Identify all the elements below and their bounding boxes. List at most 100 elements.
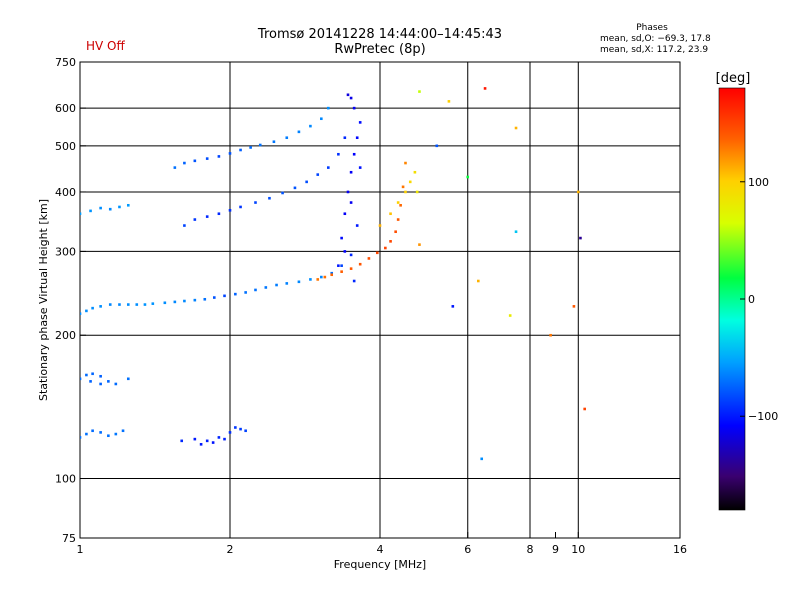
scatter-point xyxy=(239,427,242,431)
x-tick-label: 10 xyxy=(571,543,585,556)
scatter-point xyxy=(401,185,405,189)
scatter-point xyxy=(163,301,167,305)
scatter-point xyxy=(514,230,518,234)
scatter-point xyxy=(572,305,576,308)
scatter-point xyxy=(228,209,232,212)
scatter-point xyxy=(375,251,379,255)
scatter-point xyxy=(447,100,451,103)
scatter-point xyxy=(211,441,215,444)
scatter-point xyxy=(394,230,397,234)
scatter-point xyxy=(239,205,242,209)
scatter-point xyxy=(340,270,343,273)
scatter-point xyxy=(352,106,356,110)
scatter-point xyxy=(254,201,257,204)
colorbar-tick-label: 0 xyxy=(748,293,755,306)
scatter-point xyxy=(254,288,257,292)
scatter-point xyxy=(193,298,197,302)
scatter-point xyxy=(466,175,470,179)
x-axis-ticks: 1 2 4 6 8 9 10 16 xyxy=(77,532,687,556)
colorbar-tick-label: 100 xyxy=(748,176,769,189)
y-tick-label: 750 xyxy=(55,56,76,69)
scatter-point xyxy=(85,373,88,377)
scatter-point xyxy=(396,201,400,204)
scatter-point xyxy=(108,207,112,211)
colorbar-ticks: 100 0 −100 xyxy=(740,176,778,423)
scatter-point xyxy=(408,180,412,184)
scatter-point xyxy=(316,173,320,176)
scatter-point xyxy=(114,382,118,386)
scatter-point xyxy=(320,117,323,121)
scatter-point xyxy=(435,144,439,148)
scatter-point xyxy=(320,275,323,279)
scatter-point xyxy=(108,303,112,306)
scatter-point xyxy=(193,218,197,221)
scatter-point xyxy=(418,90,421,93)
scatter-point xyxy=(349,267,353,270)
scatter-point xyxy=(418,243,421,246)
x-tick-label: 8 xyxy=(527,543,534,556)
y-axis-label: Stationary phase Virtual Height [km] xyxy=(37,199,50,401)
scatter-point xyxy=(217,436,221,439)
scatter-point xyxy=(349,253,353,257)
scatter-point xyxy=(349,170,353,174)
scatter-point xyxy=(358,262,362,266)
scatter-point xyxy=(205,215,209,218)
scatter-point xyxy=(183,299,186,303)
scatter-point xyxy=(183,224,186,227)
y-tick-label: 75 xyxy=(62,532,76,545)
scatter-point xyxy=(451,305,455,308)
scatter-points xyxy=(80,87,586,461)
scatter-point xyxy=(223,437,226,441)
scatter-point xyxy=(89,209,92,213)
scatter-point xyxy=(343,250,347,253)
scatter-point xyxy=(340,236,343,240)
scatter-point xyxy=(349,96,353,100)
scatter-point xyxy=(343,212,347,216)
scatter-point xyxy=(91,372,94,376)
scatter-point xyxy=(355,224,359,227)
scatter-point xyxy=(549,333,552,337)
scatter-point xyxy=(389,212,392,216)
scatter-point xyxy=(183,161,186,165)
scatter-point xyxy=(285,282,289,285)
scatter-point xyxy=(337,152,340,156)
y-tick-label: 600 xyxy=(55,102,76,115)
y-tick-label: 200 xyxy=(55,329,76,342)
scatter-point xyxy=(264,286,268,289)
scatter-point xyxy=(358,121,362,124)
chart-title-line2: RwPretec (8p) xyxy=(334,42,425,57)
scatter-point xyxy=(126,303,130,306)
y-tick-label: 100 xyxy=(55,473,76,486)
scatter-point xyxy=(126,203,130,207)
scatter-point xyxy=(91,429,94,433)
scatter-point xyxy=(404,161,407,165)
scatter-point xyxy=(99,431,102,434)
scatter-point xyxy=(217,155,221,158)
stats-o: mean, sd,O: −69.3, 17.8 xyxy=(600,34,711,44)
scatter-point xyxy=(297,130,301,134)
scatter-point xyxy=(212,296,216,299)
scatter-point xyxy=(316,278,320,281)
x-tick-label: 1 xyxy=(77,543,84,556)
scatter-point xyxy=(223,294,226,298)
scatter-point xyxy=(330,271,334,275)
y-axis-ticks: 75 100 200 300 400 500 600 750 xyxy=(55,56,86,545)
scatter-point xyxy=(268,196,271,200)
scatter-point xyxy=(483,87,487,90)
scatter-point xyxy=(99,382,102,386)
scatter-point xyxy=(480,457,484,461)
scatter-point xyxy=(114,432,118,436)
scatter-point xyxy=(293,186,297,190)
x-tick-label: 16 xyxy=(673,543,687,556)
scatter-point xyxy=(85,432,88,436)
scatter-point xyxy=(384,246,387,250)
scatter-point xyxy=(346,93,350,97)
scatter-point xyxy=(205,439,209,443)
x-tick-label: 4 xyxy=(377,543,384,556)
scatter-point xyxy=(99,305,102,308)
scatter-point xyxy=(180,439,184,443)
x-tick-label: 9 xyxy=(552,543,559,556)
scatter-point xyxy=(514,126,518,130)
x-tick-label: 6 xyxy=(464,543,471,556)
